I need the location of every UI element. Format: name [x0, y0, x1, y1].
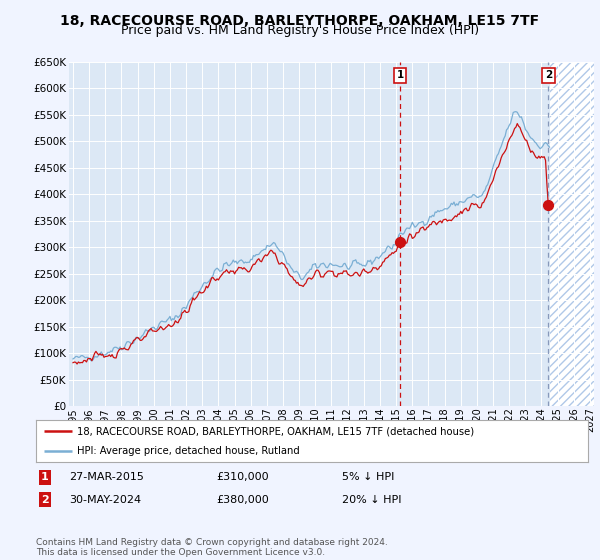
Text: 30-MAY-2024: 30-MAY-2024: [69, 494, 141, 505]
Text: 18, RACECOURSE ROAD, BARLEYTHORPE, OAKHAM, LE15 7TF: 18, RACECOURSE ROAD, BARLEYTHORPE, OAKHA…: [61, 14, 539, 28]
Text: £310,000: £310,000: [216, 472, 269, 482]
Text: £380,000: £380,000: [216, 494, 269, 505]
Text: 27-MAR-2015: 27-MAR-2015: [69, 472, 144, 482]
Text: 1: 1: [41, 472, 49, 482]
Text: 5% ↓ HPI: 5% ↓ HPI: [342, 472, 394, 482]
Point: [395, 237, 405, 246]
Text: Contains HM Land Registry data © Crown copyright and database right 2024.
This d: Contains HM Land Registry data © Crown c…: [36, 538, 388, 557]
Text: 20% ↓ HPI: 20% ↓ HPI: [342, 494, 401, 505]
Text: Price paid vs. HM Land Registry's House Price Index (HPI): Price paid vs. HM Land Registry's House …: [121, 24, 479, 37]
Point: [544, 200, 553, 209]
Text: HPI: Average price, detached house, Rutland: HPI: Average price, detached house, Rutl…: [77, 446, 300, 456]
Text: 2: 2: [545, 71, 552, 81]
Text: 1: 1: [397, 71, 404, 81]
Text: 2: 2: [41, 494, 49, 505]
Text: 18, RACECOURSE ROAD, BARLEYTHORPE, OAKHAM, LE15 7TF (detached house): 18, RACECOURSE ROAD, BARLEYTHORPE, OAKHA…: [77, 426, 475, 436]
